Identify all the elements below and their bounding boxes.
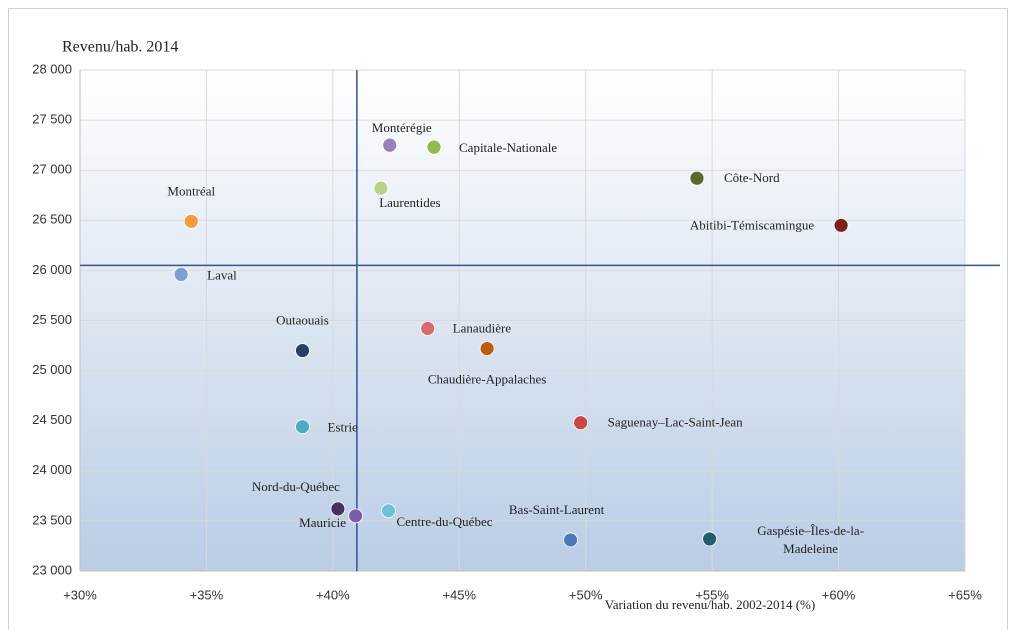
point-label: Mauricie: [299, 515, 346, 530]
y-tick-label: 24 000: [32, 462, 72, 477]
y-tick-label: 28 000: [32, 61, 72, 76]
point-label: Côte-Nord: [724, 170, 780, 185]
x-tick-label: +60%: [822, 587, 856, 602]
data-point: [173, 267, 189, 282]
y-tick-label: 25 000: [32, 362, 72, 377]
y-tick-label: 23 500: [32, 512, 72, 527]
y-tick-label: 25 500: [32, 312, 72, 327]
y-tick-label: 24 500: [32, 412, 72, 427]
point-label: Montréal: [167, 183, 215, 198]
data-point: [330, 501, 346, 517]
point-label: Laval: [207, 267, 237, 282]
x-tick-label: +45%: [442, 587, 476, 602]
y-tick-label: 26 500: [32, 212, 72, 227]
point-label: Bas-Saint-Laurent: [509, 502, 605, 517]
y-tick-label: 23 000: [32, 562, 72, 577]
point-label: Montérégie: [372, 120, 432, 135]
y-tick-label: 27 000: [32, 162, 72, 177]
x-tick-label: +55%: [695, 587, 729, 602]
data-point: [479, 341, 495, 356]
x-tick-label: +50%: [569, 587, 603, 602]
data-point: [702, 531, 718, 547]
chart-title: Revenu/hab. 2014: [62, 39, 178, 56]
y-tick-label: 27 500: [32, 112, 72, 127]
point-label: Chaudière-Appalaches: [428, 372, 546, 387]
data-point: [833, 217, 849, 233]
point-label-line: Madeleine: [783, 541, 838, 556]
point-label: Saguenay–Lac-Saint-Jean: [608, 415, 744, 430]
data-point: [563, 532, 578, 548]
point-label: Estrie: [328, 420, 359, 435]
x-tick-label: +40%: [316, 587, 350, 602]
point-label: Abitibi-Témiscamingue: [690, 217, 814, 232]
data-point: [420, 321, 436, 336]
data-point: [295, 419, 310, 435]
data-point: [689, 170, 705, 186]
data-point: [348, 508, 364, 524]
point-label: Gaspésie–Îles-de-la- Madeleine: [757, 523, 864, 556]
data-point: [183, 213, 199, 229]
point-label-line: Gaspésie–Îles-de-la-: [757, 523, 864, 538]
y-tick-label: 26 000: [32, 262, 72, 277]
x-tick-label: +30%: [63, 587, 97, 602]
x-axis-label: Variation du revenu/hab. 2002-2014 (%): [605, 597, 815, 612]
data-point: [382, 137, 398, 153]
data-point: [573, 415, 589, 431]
data-point: [295, 343, 310, 358]
point-label: Capitale-Nationale: [459, 140, 557, 155]
data-point: [373, 180, 389, 196]
point-label: Centre-du-Québec: [396, 514, 492, 529]
point-label: Laurentides: [379, 195, 440, 210]
x-tick-label: +35%: [190, 587, 224, 602]
x-tick-label: +65%: [948, 587, 982, 602]
data-point: [381, 503, 396, 519]
data-point: [426, 139, 442, 155]
point-label: Outaouais: [276, 313, 329, 328]
point-label: Nord-du-Québec: [252, 479, 340, 494]
point-label: Lanaudière: [453, 321, 512, 336]
